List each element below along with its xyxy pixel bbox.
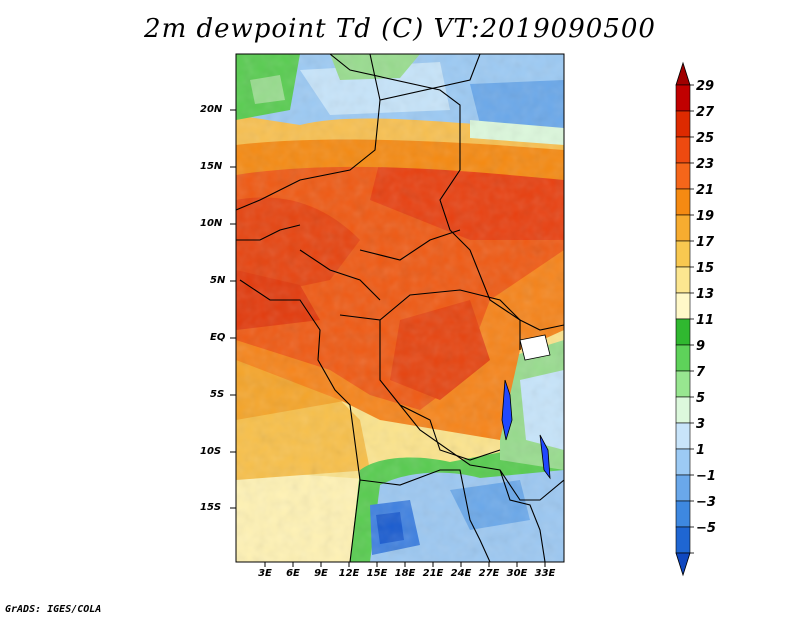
lon-label-21e: 21E xyxy=(422,568,444,579)
colorbar-label: 23 xyxy=(696,157,715,172)
dewpoint-field xyxy=(236,54,564,562)
colorbar-label: 9 xyxy=(696,339,706,354)
colorbar-bottom-arrow xyxy=(675,552,691,577)
lat-label-10s: 10S xyxy=(200,446,222,457)
colorbar-segment xyxy=(675,422,691,450)
colorbar-label: 19 xyxy=(696,209,715,224)
colorbar-segment xyxy=(675,188,691,216)
lon-label-24e: 24E xyxy=(450,568,472,579)
colorbar-label: 15 xyxy=(696,261,715,276)
lat-label-5n: 5N xyxy=(210,275,226,286)
colorbar-label: 3 xyxy=(696,417,706,432)
lon-label-15e: 15E xyxy=(366,568,388,579)
colorbar-label: 11 xyxy=(696,313,715,328)
lon-label-9e: 9E xyxy=(314,568,328,579)
colorbar-label: 29 xyxy=(696,79,715,94)
colorbar-label: 27 xyxy=(696,105,715,120)
lat-label-15s: 15S xyxy=(200,502,222,513)
lat-label-20n: 20N xyxy=(200,104,223,115)
colorbar-segment xyxy=(675,214,691,242)
colorbar-segment xyxy=(675,370,691,398)
colorbar-label: −1 xyxy=(696,469,716,484)
colorbar-segment xyxy=(675,500,691,528)
colorbar-top-arrow xyxy=(675,61,691,86)
colorbar xyxy=(675,61,694,577)
colorbar-segment xyxy=(675,474,691,502)
colorbar-label: 21 xyxy=(696,183,715,198)
colorbar-segment xyxy=(675,344,691,372)
colorbar-label: −5 xyxy=(696,521,716,536)
colorbar-label: 7 xyxy=(696,365,706,380)
colorbar-segment xyxy=(675,318,691,346)
map-title: 2m dewpoint Td (C) VT:2019090500 xyxy=(144,14,656,44)
colorbar-label: 5 xyxy=(696,391,706,406)
lon-label-33e: 33E xyxy=(534,568,556,579)
lat-label-10n: 10N xyxy=(200,218,223,229)
colorbar-segment xyxy=(675,84,691,112)
lat-label-eq: EQ xyxy=(210,332,226,343)
lon-label-27e: 27E xyxy=(478,568,500,579)
colorbar-segment xyxy=(675,448,691,476)
footer-credit: GrADS: IGES/COLA xyxy=(5,604,102,615)
lon-label-18e: 18E xyxy=(394,568,416,579)
colorbar-segment xyxy=(675,162,691,190)
lon-label-30e: 30E xyxy=(506,568,528,579)
colorbar-label: 1 xyxy=(696,443,706,458)
colorbar-segment xyxy=(675,396,691,424)
colorbar-segment xyxy=(675,240,691,268)
axis-ticks xyxy=(230,109,546,567)
colorbar-segment xyxy=(675,110,691,138)
colorbar-label: 25 xyxy=(696,131,715,146)
colorbar-segment xyxy=(675,292,691,320)
lat-label-15n: 15N xyxy=(200,161,223,172)
colorbar-label: 17 xyxy=(696,235,715,250)
colorbar-segment xyxy=(675,136,691,164)
lakes xyxy=(501,334,551,480)
lon-label-3e: 3E xyxy=(258,568,272,579)
colorbar-segment xyxy=(675,266,691,294)
lon-label-6e: 6E xyxy=(286,568,300,579)
map-frame xyxy=(235,53,565,563)
colorbar-label: −3 xyxy=(696,495,716,510)
colorbar-segment xyxy=(675,526,691,554)
country-borders xyxy=(236,54,564,562)
colorbar-label: 13 xyxy=(696,287,715,302)
lon-label-12e: 12E xyxy=(338,568,360,579)
lat-label-5s: 5S xyxy=(210,389,225,400)
